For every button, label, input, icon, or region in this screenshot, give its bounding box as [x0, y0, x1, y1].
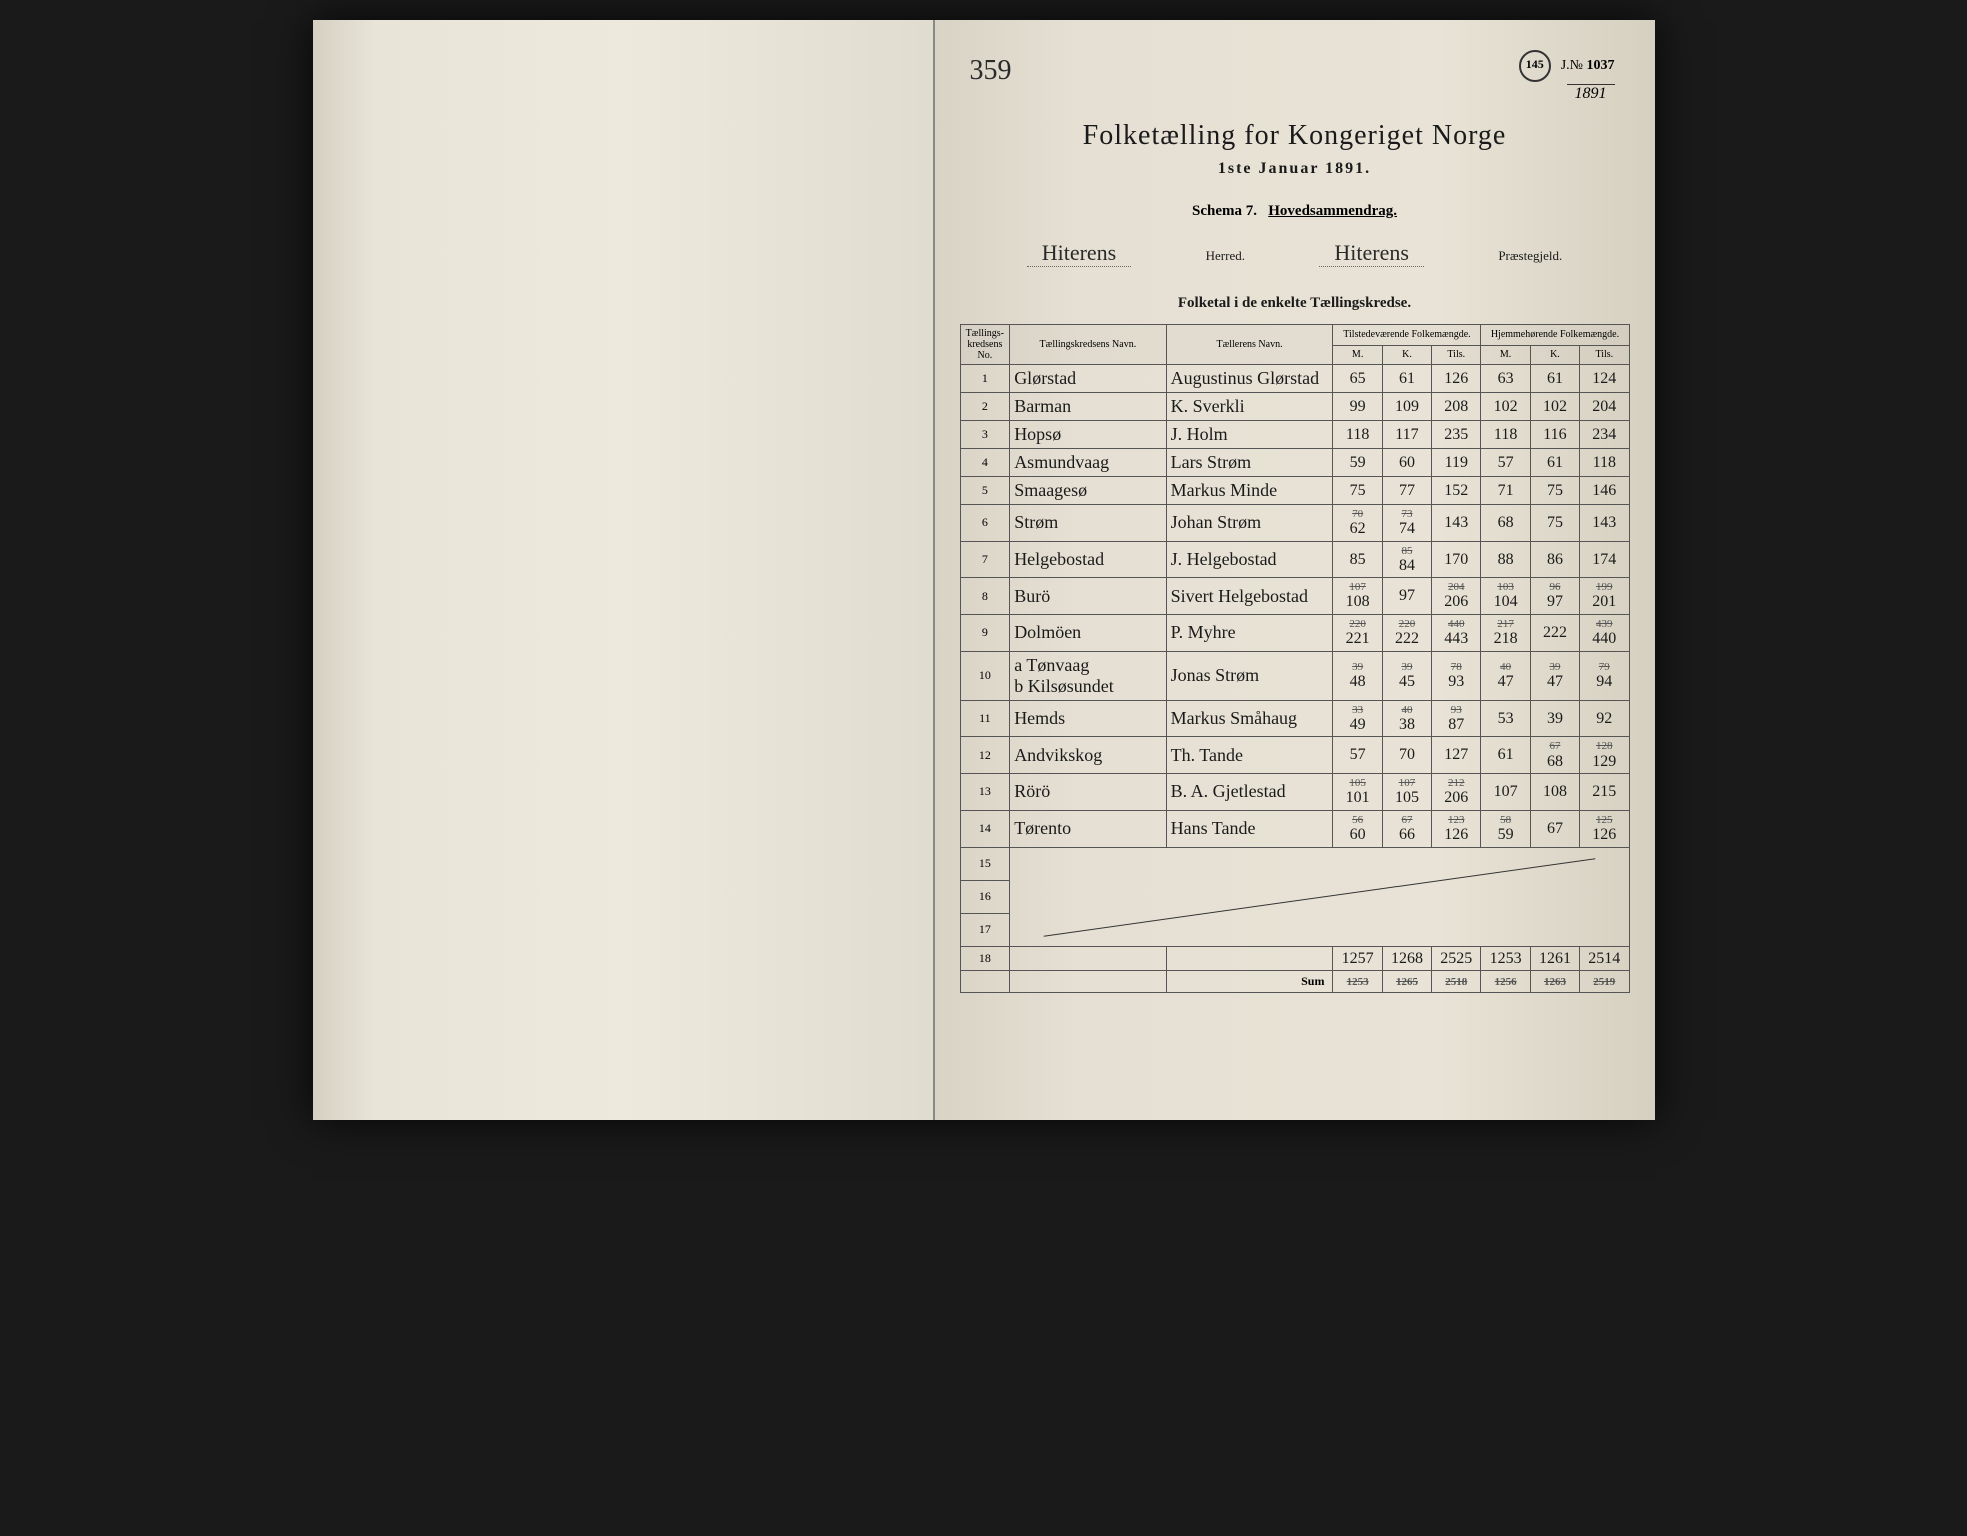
table-header: Tællings- kredsens No. Tællingskredsens …	[960, 325, 1629, 365]
table-row: 2BarmanK. Sverkli99109208102102204	[960, 393, 1629, 421]
table-row: 13RöröB. A. Gjetlestad105101107105212206…	[960, 774, 1629, 811]
table-row-sum: Sum125312652518125612632519	[960, 971, 1629, 993]
section-title: Folketal i de enkelte Tællingskredse.	[960, 295, 1630, 312]
table-row: 10a Tønvaagb KilsøsundetJonas Strøm39483…	[960, 651, 1629, 700]
table-row: 4AsmundvaagLars Strøm59601195761118	[960, 449, 1629, 477]
table-row: 9DolmöenP. Myhre220221220222440443217218…	[960, 615, 1629, 652]
table-row: 3HopsøJ. Holm118117235118116234	[960, 421, 1629, 449]
table-row-totals: 18125712682525125312612514	[960, 946, 1629, 971]
right-page: 359 145 J.№ 1037 1891 Folketælling for K…	[935, 20, 1655, 1120]
table-body: 1GlørstadAugustinus Glørstad656112663611…	[960, 365, 1629, 993]
journal-label: J.№ 1037	[1561, 58, 1615, 74]
th-kreds-name: Tællingskredsens Navn.	[1010, 325, 1166, 365]
table-row: 8BuröSivert Helgebostad10710897204206103…	[960, 578, 1629, 615]
table-row: 12AndvikskogTh. Tande5770127616768128129	[960, 737, 1629, 774]
page-marker: 359	[970, 55, 1012, 87]
praestegjeld-name: Hiterens	[1319, 240, 1424, 267]
left-page	[313, 20, 935, 1120]
th-resident: Hjemmehørende Folkemængde.	[1481, 325, 1629, 346]
th-enumerator: Tællerens Navn.	[1166, 325, 1333, 365]
table-row-empty: 15	[960, 847, 1629, 880]
date-subtitle: 1ste Januar 1891.	[960, 160, 1630, 178]
herred-line: Hiterens Herred. Hiterens Præstegjeld.	[960, 240, 1630, 267]
table-row: 11HemdsMarkus Småhaug334940389387533992	[960, 700, 1629, 737]
stamp-area: 145 J.№ 1037 1891	[1519, 50, 1615, 103]
census-table: Tællings- kredsens No. Tællingskredsens …	[960, 324, 1630, 993]
th-no: Tællings- kredsens No.	[960, 325, 1010, 365]
main-title: Folketælling for Kongeriget Norge	[960, 120, 1630, 152]
title-block: Folketælling for Kongeriget Norge 1ste J…	[960, 120, 1630, 178]
herred-name: Hiterens	[1027, 240, 1132, 267]
table-row: 1GlørstadAugustinus Glørstad656112663611…	[960, 365, 1629, 393]
schema-line: Schema 7. Hovedsammendrag.	[960, 203, 1630, 220]
journal-year: 1891	[1567, 84, 1615, 103]
table-row: 5SmaagesøMarkus Minde75771527175146	[960, 477, 1629, 505]
book-spread: 359 145 J.№ 1037 1891 Folketælling for K…	[313, 20, 1655, 1120]
stamp-circle: 145	[1519, 50, 1551, 82]
th-present: Tilstedeværende Folkemængde.	[1333, 325, 1481, 346]
table-row: 7HelgebostadJ. Helgebostad85858417088861…	[960, 541, 1629, 578]
table-row: 6StrømJohan Strøm706273741436875143	[960, 505, 1629, 542]
table-row: 14TørentoHans Tande566067661231265859671…	[960, 810, 1629, 847]
